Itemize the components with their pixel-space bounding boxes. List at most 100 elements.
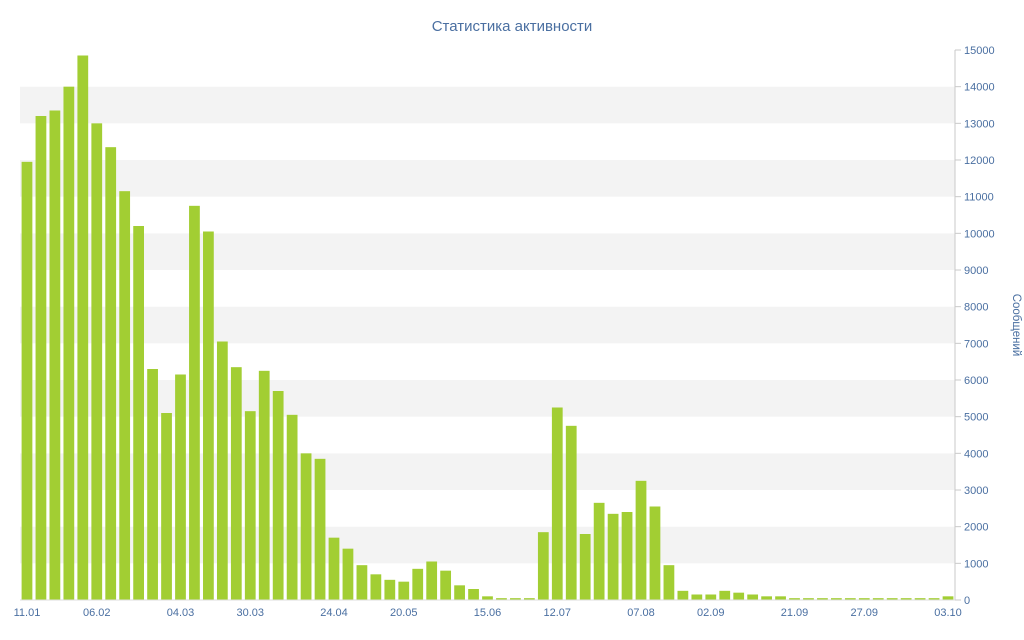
bars-layer <box>21 55 954 601</box>
bar[interactable] <box>900 598 912 600</box>
y-tick-label: 2000 <box>964 522 988 534</box>
bar[interactable] <box>49 110 61 601</box>
axis-labels-layer: 0 1000 2000 3000 4000 5000 6000 7000 8000 9000 100… <box>14 45 995 619</box>
bar[interactable] <box>384 579 396 600</box>
bar[interactable] <box>314 458 326 600</box>
bar[interactable] <box>21 161 33 600</box>
y-tick-label: 12000 <box>964 155 995 167</box>
bar[interactable] <box>454 585 465 600</box>
bar[interactable] <box>635 480 647 600</box>
bar[interactable] <box>216 341 228 601</box>
bar[interactable] <box>761 596 772 600</box>
bar[interactable] <box>565 425 577 600</box>
bar[interactable] <box>300 453 312 600</box>
bar[interactable] <box>621 512 633 600</box>
bar[interactable] <box>342 548 354 600</box>
grid-band <box>20 526 955 564</box>
bar[interactable] <box>496 598 507 600</box>
x-tick-label: 06.02 <box>83 607 111 619</box>
bar[interactable] <box>175 374 186 601</box>
bar[interactable] <box>551 407 563 601</box>
y-tick-label: 8000 <box>964 302 988 314</box>
bar[interactable] <box>579 534 591 600</box>
bar[interactable] <box>244 411 256 600</box>
bar[interactable] <box>928 598 940 600</box>
x-tick-label: 21.09 <box>781 607 809 619</box>
bar[interactable] <box>272 391 284 600</box>
bar[interactable] <box>63 86 75 601</box>
x-tick-label: 02.09 <box>697 607 725 619</box>
bar[interactable] <box>537 532 549 600</box>
bar[interactable] <box>91 123 103 600</box>
bar[interactable] <box>468 589 479 600</box>
grid-band <box>20 416 955 454</box>
grid-band <box>20 196 955 234</box>
bar[interactable] <box>119 191 131 601</box>
bar[interactable] <box>258 370 270 600</box>
x-tick-label: 27.09 <box>851 607 879 619</box>
bar[interactable] <box>775 596 786 600</box>
bar[interactable] <box>914 598 926 600</box>
bar[interactable] <box>719 590 731 600</box>
bar[interactable] <box>328 537 340 600</box>
bar[interactable] <box>886 598 898 600</box>
x-tick-label: 30.03 <box>236 607 264 619</box>
bar[interactable] <box>412 568 424 600</box>
bar[interactable] <box>440 570 452 600</box>
bar[interactable] <box>105 147 117 601</box>
bar[interactable] <box>705 594 717 601</box>
x-tick-label: 04.03 <box>167 607 195 619</box>
bar[interactable] <box>356 565 368 600</box>
bar[interactable] <box>523 598 535 600</box>
y-tick-label: 11000 <box>964 192 994 204</box>
grid-bands-layer <box>20 50 955 600</box>
grid-band <box>20 270 955 307</box>
bar[interactable] <box>817 598 828 600</box>
bar[interactable] <box>203 231 214 601</box>
bar[interactable] <box>147 369 158 600</box>
bar[interactable] <box>133 226 144 600</box>
bar[interactable] <box>77 55 89 601</box>
bar[interactable] <box>370 574 382 600</box>
bar[interactable] <box>482 596 493 600</box>
y-tick-label: 0 <box>964 595 970 607</box>
bar[interactable] <box>691 594 703 601</box>
x-tick-label: 12.07 <box>544 607 572 619</box>
y-tick-label: 4000 <box>964 448 988 460</box>
bar[interactable] <box>872 598 884 600</box>
bar[interactable] <box>607 513 619 600</box>
bar[interactable] <box>161 413 172 600</box>
bar[interactable] <box>649 506 661 601</box>
bar[interactable] <box>35 116 47 600</box>
bar[interactable] <box>426 561 438 601</box>
chart-title: Статистика активности <box>432 18 593 35</box>
bar[interactable] <box>733 592 745 600</box>
grid-band <box>20 380 955 417</box>
grid-band <box>20 233 955 270</box>
bar[interactable] <box>831 598 842 600</box>
bar[interactable] <box>230 367 242 600</box>
bar[interactable] <box>663 565 675 600</box>
bar[interactable] <box>189 205 200 600</box>
bar[interactable] <box>510 598 521 600</box>
x-tick-label: 11.01 <box>14 607 41 619</box>
y-tick-label: 15000 <box>964 45 995 57</box>
y-tick-label: 10000 <box>964 228 995 240</box>
bar[interactable] <box>942 596 954 600</box>
bar[interactable] <box>844 598 856 600</box>
y-axis-title: Сообщений <box>1010 294 1022 357</box>
bar[interactable] <box>803 598 814 600</box>
y-tick-label: 13000 <box>964 118 995 130</box>
bar[interactable] <box>286 414 298 600</box>
grid-band <box>20 50 955 87</box>
bar[interactable] <box>858 598 870 600</box>
bar[interactable] <box>747 594 759 601</box>
grid-band <box>20 160 955 197</box>
bar[interactable] <box>677 590 689 600</box>
grid-band <box>20 490 955 527</box>
x-tick-label: 24.04 <box>320 607 348 619</box>
bar[interactable] <box>593 502 605 600</box>
bar[interactable] <box>398 581 410 600</box>
bar[interactable] <box>789 598 800 600</box>
